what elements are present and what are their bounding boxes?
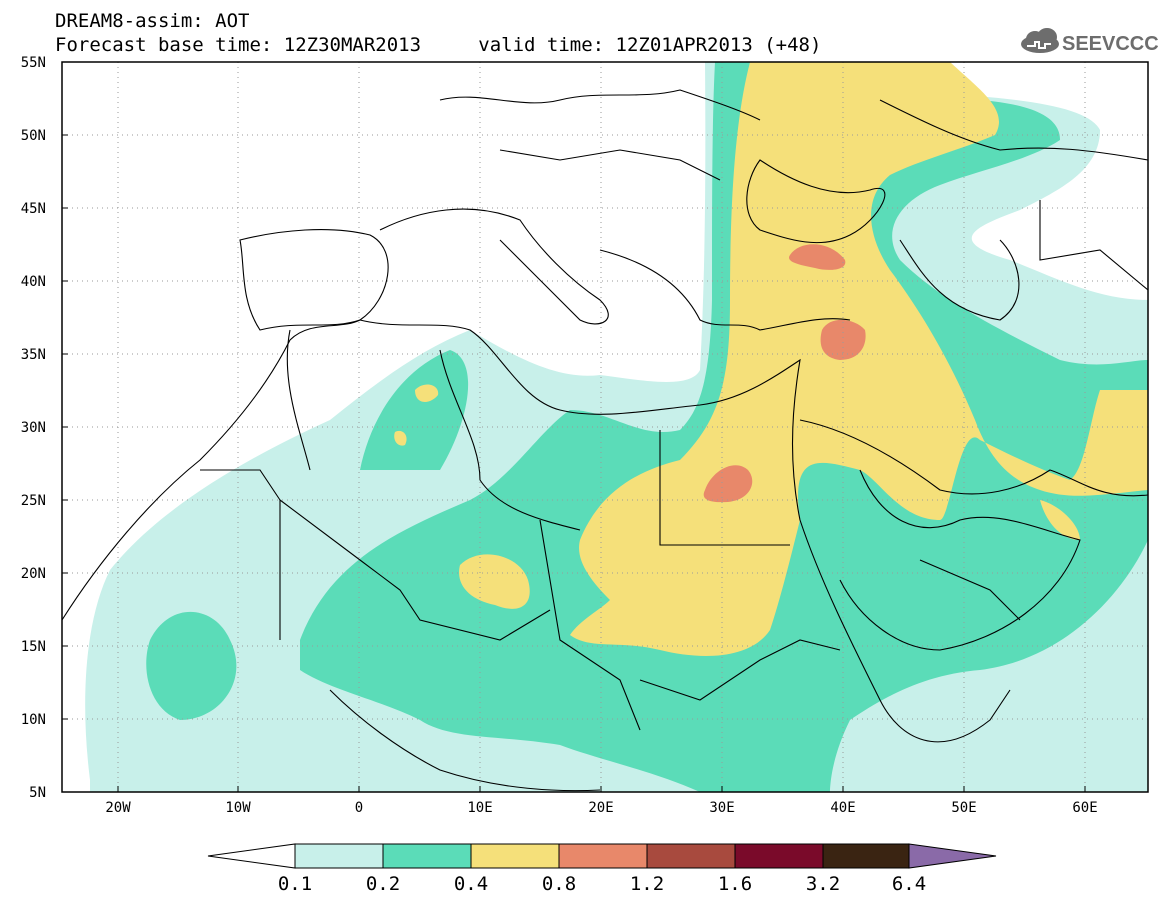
legend-swatch [294,843,384,869]
tick-marks [62,134,1086,792]
lon-label: 40E [830,800,855,816]
time-info: Forecast base time: 12Z30MAR2013 valid t… [55,34,821,56]
legend-swatch [822,843,910,869]
aot-band-0.8 [703,244,866,503]
legend-label: 0.2 [366,873,400,895]
legend-label: 0.8 [542,873,576,895]
legend-swatch [734,843,824,869]
lat-label: 25N [21,493,46,509]
color-bar-labels: 0.1 0.2 0.4 0.8 1.2 1.6 3.2 6.4 [278,873,926,895]
legend-swatch [470,843,560,869]
lon-label: 60E [1072,800,1097,816]
aot-band-0.4 [394,62,1148,656]
legend-swatch-above [908,843,997,869]
lat-label: 50N [21,128,46,144]
lat-label: 40N [21,274,46,290]
logo-text: SEEVCCC [1062,33,1158,55]
color-bar [207,843,997,869]
chart-title: DREAM8-assim: AOT [55,10,250,32]
legend-label: 1.6 [718,873,752,895]
lat-label: 35N [21,347,46,363]
lat-label: 30N [21,420,46,436]
aot-field [85,62,1148,792]
legend-swatch [558,843,648,869]
lat-label: 45N [21,201,46,217]
lat-label: 15N [21,639,46,655]
lon-label: 10W [225,800,251,816]
lon-label: 50E [951,800,976,816]
legend-swatch [646,843,736,869]
legend-swatch-below [207,843,296,869]
lat-label: 5N [29,785,46,801]
graticule [62,62,1148,792]
lat-label: 20N [21,566,46,582]
aot-band-0.2 [146,62,1148,792]
cloud-icon [1021,28,1059,53]
lon-label: 30E [709,800,734,816]
coastlines [62,89,1148,792]
legend-label: 3.2 [806,873,840,895]
legend-label: 0.4 [454,873,488,895]
latitude-labels: 55N 50N 45N 40N 35N 30N 25N 20N 15N 10N … [21,55,46,801]
lon-label: 20E [588,800,613,816]
legend-swatch [382,843,472,869]
lat-label: 55N [21,55,46,71]
legend-label: 1.2 [630,873,664,895]
legend-label: 6.4 [892,873,926,895]
legend-label: 0.1 [278,873,312,895]
longitude-labels: 20W 10W 0 10E 20E 30E 40E 50E 60E [105,800,1097,816]
lon-label: 0 [355,800,363,816]
base-time-label: Forecast base time: 12Z30MAR2013 [55,34,422,56]
lat-label: 10N [21,712,46,728]
seevccc-logo: SEEVCCC [1021,28,1158,55]
lon-label: 20W [105,800,131,816]
lon-label: 10E [467,800,492,816]
valid-time-label: valid time: 12Z01APR2013 (+48) [478,34,822,56]
